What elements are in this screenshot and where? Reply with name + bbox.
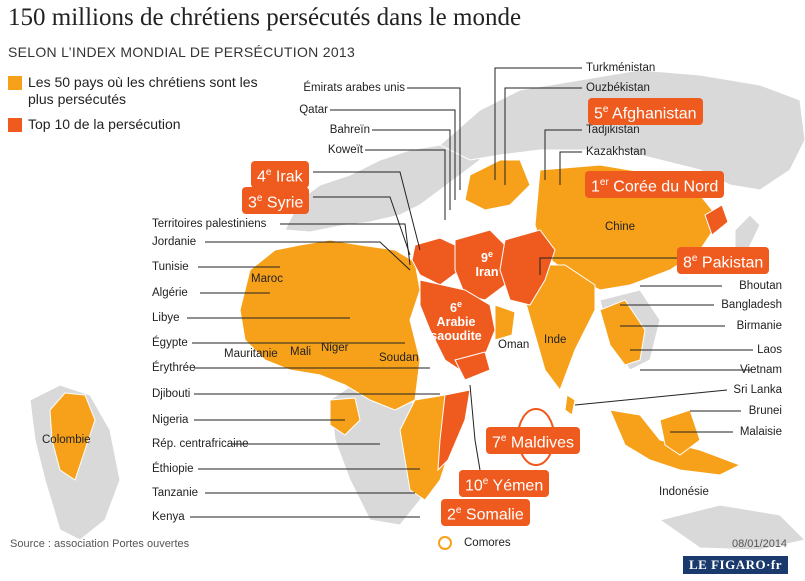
label-bahrein: Bahreïn <box>329 124 370 136</box>
region-north-africa <box>239 239 421 411</box>
top10-label-iran: 9e Iran <box>475 249 499 280</box>
land-asia-north <box>439 69 805 191</box>
label-egypte: Égypte <box>152 337 188 349</box>
leader-lines <box>187 67 753 518</box>
label-ethiopie: Éthiopie <box>152 463 194 475</box>
label-oman: Oman <box>498 339 530 351</box>
legend-item-top10: Top 10 de la persécution <box>8 116 278 133</box>
legend-swatch <box>8 118 22 132</box>
top10-label-irak: 4e Irak <box>251 161 309 189</box>
label-mali: Mali <box>290 346 312 358</box>
region-north-korea <box>704 204 729 236</box>
publication-date: 08/01/2014 <box>732 538 788 550</box>
figaro-logo: LE FIGARO·fr <box>683 556 789 574</box>
label-inde: Inde <box>544 334 567 346</box>
label-laos: Laos <box>757 344 782 356</box>
top10-label-pakistan: 8e Pakistan <box>677 247 770 275</box>
top10-label-syrie: 3e Syrie <box>242 187 310 215</box>
region-oman <box>494 304 516 341</box>
land-australia-north <box>658 504 805 551</box>
legend-item-persecuted: Les 50 pays où les chrétiens sont les pl… <box>8 74 278 108</box>
label-indonesie: Indonésie <box>659 486 709 498</box>
label-ouzbekistan: Ouzbékistan <box>586 82 650 94</box>
label-sri-lanka: Sri Lanka <box>733 384 782 396</box>
label-djibouti: Djibouti <box>152 388 191 400</box>
label-qatar: Qatar <box>299 104 328 116</box>
label-tunisie: Tunisie <box>152 261 189 273</box>
region-syria-iraq <box>411 237 461 286</box>
label-chine: Chine <box>605 221 636 233</box>
label-niger: Niger <box>321 342 349 354</box>
top10-label-yemen: 10e Yémen <box>459 470 550 498</box>
region-indonesia <box>609 409 742 476</box>
label-nigeria: Nigeria <box>152 414 189 426</box>
land-europe <box>284 139 481 233</box>
region-se-asia <box>599 299 646 366</box>
legend-label: Les 50 pays où les chrétiens sont les pl… <box>28 74 258 107</box>
region-central-asia <box>464 159 531 211</box>
label-tanzanie: Tanzanie <box>152 487 199 499</box>
label-jordanie: Jordanie <box>152 236 197 248</box>
region-yemen <box>454 351 491 381</box>
label-kenya: Kenya <box>152 511 185 523</box>
region-sri-lanka <box>564 394 576 416</box>
label-algerie: Algérie <box>152 287 188 299</box>
label-comores: Comores <box>464 537 511 549</box>
top10-label-coree-du-nord: 1er Corée du Nord <box>585 171 725 199</box>
label-erythree: Érythrée <box>152 362 196 374</box>
label-colombie: Colombie <box>42 434 91 446</box>
label-vietnam: Vietnam <box>740 364 782 376</box>
label-brunei: Brunei <box>748 405 782 417</box>
page-title: 150 millions de chrétiens persécutés dan… <box>8 4 522 31</box>
label-maroc: Maroc <box>251 273 283 285</box>
label-birmanie: Birmanie <box>736 320 782 332</box>
label-tadjikistan: Tadjikistan <box>586 124 640 136</box>
label-libye: Libye <box>152 312 180 324</box>
label-bangladesh: Bangladesh <box>721 299 782 311</box>
region-colombia <box>49 392 96 481</box>
page-subtitle: SELON L’INDEX MONDIAL DE PERSÉCUTION 201… <box>8 44 356 60</box>
label-malaisie: Malaisie <box>739 426 782 438</box>
label-koweit: Koweït <box>327 144 363 156</box>
region-iran <box>454 229 511 301</box>
legend-swatch <box>8 76 22 90</box>
label-emirats: Émirats arabes unis <box>303 82 405 94</box>
region-nigeria <box>329 397 361 436</box>
legend-label: Top 10 de la persécution <box>28 116 181 132</box>
top10-countries <box>411 204 729 472</box>
top10-label-maldives: 7e Maldives <box>486 427 581 455</box>
top10-label-afghanistan: 5e Afghanistan <box>588 98 703 126</box>
comores-circle <box>438 536 452 550</box>
region-india <box>524 264 596 392</box>
label-mauritanie: Mauritanie <box>224 348 278 360</box>
top10-label-arabie-saoudite: 6e Arabie saoudite <box>430 299 482 344</box>
label-rep-centrafricaine: Rép. centrafricaine <box>152 438 249 450</box>
region-afghanistan-pakistan <box>499 229 556 306</box>
top10-label-somalie: 2e Somalie <box>441 499 530 527</box>
label-bhoutan: Bhoutan <box>739 280 782 292</box>
label-territoires-palestiniens: Territoires palestiniens <box>152 218 267 230</box>
source-note: Source : association Portes ouvertes <box>10 538 190 550</box>
label-kazakhstan: Kazakhstan <box>586 146 647 158</box>
label-soudan: Soudan <box>379 352 419 364</box>
label-turkmenistan: Turkménistan <box>586 62 656 74</box>
